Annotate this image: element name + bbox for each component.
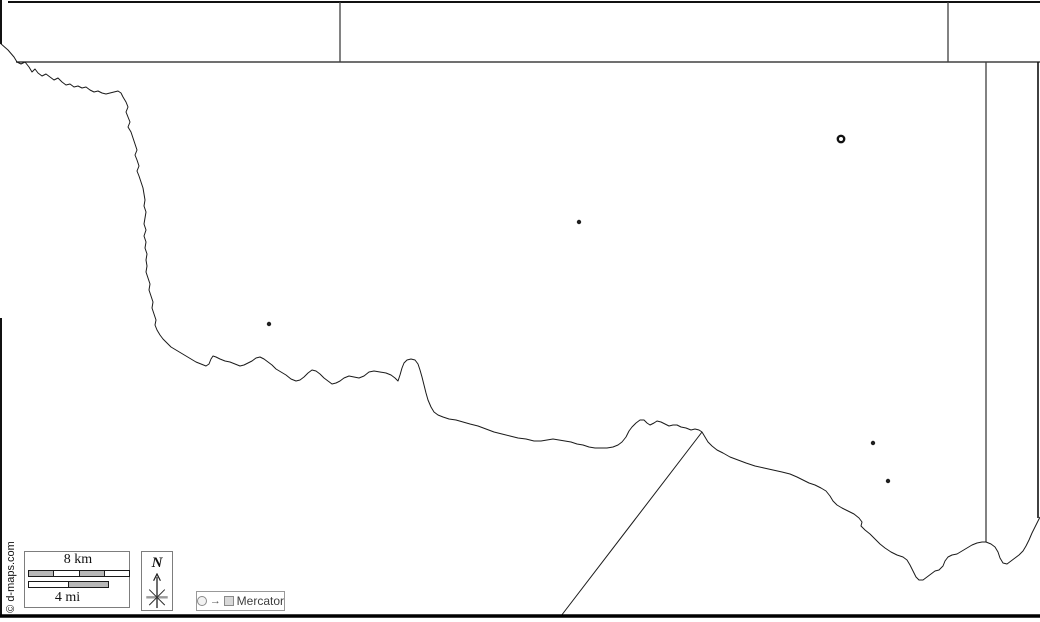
scale-bar-mi	[28, 581, 109, 588]
scale-bar-segment	[29, 571, 54, 576]
globe-circle-icon	[197, 596, 207, 606]
projection-arrow-icon: →	[209, 595, 221, 607]
scale-bar-segment	[103, 571, 129, 576]
scale-bar-km	[28, 570, 130, 577]
scale-bars	[28, 570, 130, 588]
north-arrow-icon	[146, 573, 168, 609]
city-marker-ring	[836, 134, 846, 144]
scale-bar-segment	[78, 571, 104, 576]
scale-bar-segment	[68, 582, 108, 587]
scale-km-label: 8 km	[63, 552, 93, 567]
scale-bar-segment	[29, 582, 68, 587]
credit-text: © d-maps.com	[5, 541, 17, 613]
south-diagonal-boundary	[560, 431, 703, 617]
north-box: N	[141, 551, 173, 611]
city-marker-dot	[576, 219, 582, 225]
scale-mi-label: 4 mi	[54, 590, 81, 605]
river-boundary	[0, 42, 1040, 581]
projected-square-icon	[223, 596, 234, 606]
scale-box: 8 km 4 mi	[24, 551, 130, 608]
projection-box: → Mercator	[196, 591, 285, 611]
city-marker-dot	[870, 440, 876, 446]
scale-bar-segment	[53, 571, 79, 576]
city-marker-dot	[266, 321, 272, 327]
city-marker-dot	[885, 478, 891, 484]
projection-label: Mercator	[236, 594, 284, 608]
north-label: N	[151, 555, 163, 571]
